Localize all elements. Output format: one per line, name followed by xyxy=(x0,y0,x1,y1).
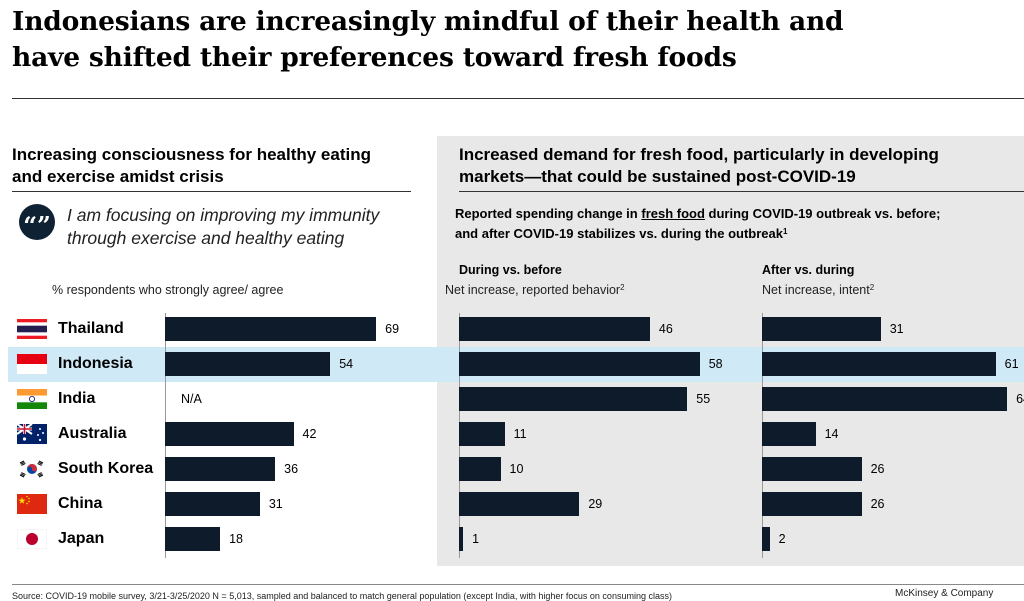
japan-flag-icon xyxy=(17,529,47,549)
category-label-australia: Australia xyxy=(58,425,127,442)
category-label-japan: Japan xyxy=(58,530,105,547)
chart-3-value-label-thailand: 31 xyxy=(889,322,904,336)
chart-1-bar-south-korea xyxy=(165,457,276,481)
during-section-title: During vs. before xyxy=(459,263,562,277)
chart-1-bar-thailand xyxy=(165,317,377,341)
quote-line-2: through exercise and healthy eating xyxy=(67,228,345,248)
chart-3-bar-indonesia xyxy=(762,352,996,376)
chart-3-value-label-china: 26 xyxy=(870,497,885,511)
chart-2-bar-india xyxy=(459,387,688,411)
measure-label: % respondents who strongly agree/ agree xyxy=(52,283,284,297)
footer-divider xyxy=(12,584,1024,585)
chart-1-value-label-china: 31 xyxy=(268,497,283,511)
chart-2-value-label-japan: 1 xyxy=(472,532,480,546)
chart-1-bar-japan xyxy=(165,527,221,551)
chart-3-value-label-south-korea: 26 xyxy=(870,462,885,476)
chart-3-bar-india xyxy=(762,387,1008,411)
right-panel-heading: Increased demand for fresh food, particu… xyxy=(459,144,1019,188)
chart-1-bar-china xyxy=(165,492,260,516)
chart-3-bar-china xyxy=(762,492,862,516)
title-divider xyxy=(12,98,1024,99)
chart-2-value-label-indonesia: 58 xyxy=(708,357,723,371)
chart-2-value-label-thailand: 46 xyxy=(658,322,673,336)
category-label-thailand: Thailand xyxy=(58,320,124,337)
left-heading-line-2: and exercise amidst crisis xyxy=(12,167,224,186)
chart-1-value-label-indonesia: 54 xyxy=(339,357,354,371)
chart-1-value-label-australia: 42 xyxy=(302,427,317,441)
left-panel-heading: Increasing consciousness for healthy eat… xyxy=(12,144,412,188)
subtitle-prefix: Reported spending change in xyxy=(455,206,642,221)
chart-2-value-label-india: 55 xyxy=(696,392,711,406)
during-subtitle-text: Net increase, reported behavior xyxy=(445,283,621,297)
chart-1-bar-indonesia xyxy=(165,352,331,376)
indonesia-flag-icon xyxy=(17,354,47,374)
category-label-indonesia: Indonesia xyxy=(58,355,133,372)
quote-icon: “” xyxy=(19,204,55,240)
chart-3-value-label-indonesia: 61 xyxy=(1004,357,1019,371)
chart-2-value-label-china: 29 xyxy=(588,497,603,511)
title-line-2: have shifted their preferences toward fr… xyxy=(12,42,737,73)
australia-flag-icon xyxy=(17,424,47,444)
after-section-title: After vs. during xyxy=(762,263,855,277)
subtitle-suffix: during COVID-19 outbreak vs. before; xyxy=(704,206,941,221)
chart-2-value-label-south-korea: 10 xyxy=(509,462,524,476)
right-panel-subtitle: Reported spending change in fresh food d… xyxy=(455,205,1024,243)
source-note: Source: COVID-19 mobile survey, 3/21-3/2… xyxy=(12,591,672,601)
india-flag-icon xyxy=(17,389,47,409)
chart-2-bar-indonesia xyxy=(459,352,700,376)
right-heading-line-2: markets—that could be sustained post-COV… xyxy=(459,167,856,186)
left-heading-divider xyxy=(12,191,411,192)
chart-3-bar-thailand xyxy=(762,317,881,341)
subtitle-line-2-text: and after COVID-19 stabilizes vs. during… xyxy=(455,226,783,241)
chart-1-value-label-japan: 18 xyxy=(229,532,243,546)
brand-logo: McKinsey & Company xyxy=(895,588,994,599)
thailand-flag-icon xyxy=(17,319,47,339)
subtitle-underlined: fresh food xyxy=(641,206,705,221)
quote-text: I am focusing on improving my immunity t… xyxy=(67,204,417,250)
chart-2-bar-australia xyxy=(459,422,505,446)
category-label-india: India xyxy=(58,390,96,407)
chart-1-value-label-india: N/A xyxy=(181,392,202,406)
chart-3-value-label-australia: 14 xyxy=(824,427,839,441)
right-subtitle-line-2: and after COVID-19 stabilizes vs. during… xyxy=(455,223,1024,243)
page-title: Indonesians are increasingly mindful of … xyxy=(12,4,1012,76)
right-subtitle-line-1: Reported spending change in fresh food d… xyxy=(455,205,1024,223)
south-korea-flag-icon xyxy=(17,459,47,479)
chart-1-bar-australia xyxy=(165,422,294,446)
chart-3-bar-australia xyxy=(762,422,816,446)
right-heading-divider xyxy=(459,191,1024,192)
right-heading-line-1: Increased demand for fresh food, particu… xyxy=(459,145,939,164)
chart-3-value-label-india: 64 xyxy=(1016,392,1024,406)
title-line-1: Indonesians are increasingly mindful of … xyxy=(12,6,844,37)
chart-3-bar-japan xyxy=(762,527,770,551)
chart-1-value-label-south-korea: 36 xyxy=(284,462,299,476)
after-section-subtitle: Net increase, intent2 xyxy=(762,283,874,297)
subtitle-footnote-mark: 1 xyxy=(782,227,788,236)
chart-3-bar-south-korea xyxy=(762,457,862,481)
left-heading-line-1: Increasing consciousness for healthy eat… xyxy=(12,145,371,164)
during-section-subtitle: Net increase, reported behavior2 xyxy=(445,283,625,297)
chart-1-value-label-thailand: 69 xyxy=(385,322,400,336)
chart-2-value-label-australia: 11 xyxy=(513,427,527,441)
after-footnote-mark: 2 xyxy=(869,283,875,292)
category-label-south-korea: South Korea xyxy=(58,460,154,477)
category-label-china: China xyxy=(58,495,103,512)
after-subtitle-text: Net increase, intent xyxy=(762,283,870,297)
chart-2-bar-thailand xyxy=(459,317,650,341)
chart-3-value-label-japan: 2 xyxy=(778,532,786,546)
china-flag-icon xyxy=(17,494,47,514)
chart-2-bar-japan xyxy=(459,527,464,551)
chart-2-bar-south-korea xyxy=(459,457,501,481)
quote-line-1: I am focusing on improving my immunity xyxy=(67,205,380,225)
during-footnote-mark: 2 xyxy=(620,283,625,292)
chart-2-bar-china xyxy=(459,492,580,516)
